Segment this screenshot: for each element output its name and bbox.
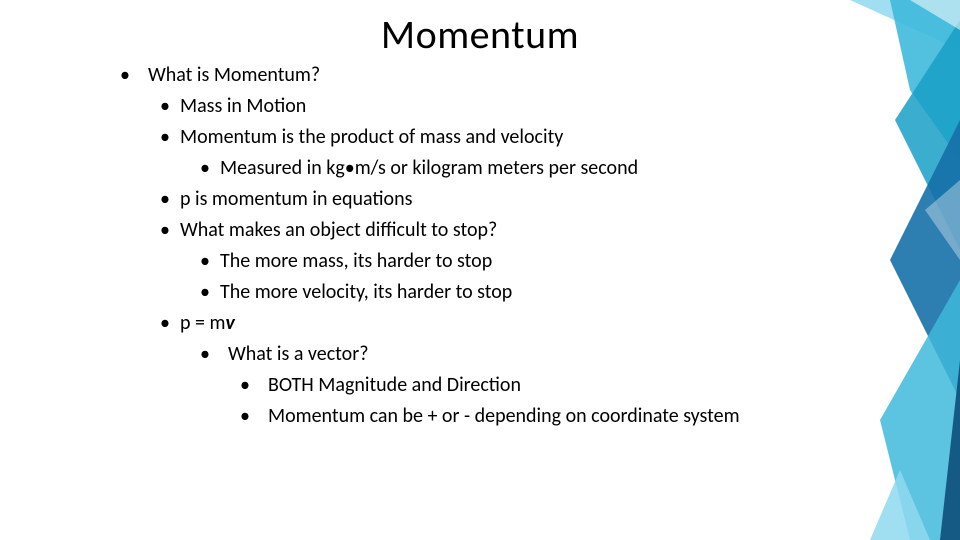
slide-title: Momentum (0, 10, 960, 59)
bullet-marker: • (160, 184, 180, 215)
bullet-level4: • Momentum can be + or - depending on co… (240, 401, 880, 432)
bullet-level2: • p = mv (160, 308, 880, 339)
slide-content: • What is Momentum? • Mass in Motion • M… (120, 60, 880, 432)
bullet-level2: • Mass in Motion (160, 91, 880, 122)
bullet-marker: • (160, 308, 180, 339)
bullet-text: p is momentum in equations (180, 184, 880, 215)
bullet-marker: • (160, 215, 180, 246)
bullet-level3: • What is a vector? (200, 339, 880, 370)
bullet-marker: • (200, 153, 220, 184)
bullet-marker: • (240, 370, 268, 401)
bullet-text: What is a vector? (228, 339, 880, 370)
bullet-text: What is Momentum? (148, 60, 880, 91)
bullet-marker: • (160, 91, 180, 122)
bullet-level2: • What makes an object difficult to stop… (160, 215, 880, 246)
formula-text: p = m (180, 311, 226, 335)
bullet-text: Mass in Motion (180, 91, 880, 122)
bullet-marker: • (200, 339, 228, 370)
bullet-marker: • (240, 401, 268, 432)
bullet-level3: • The more velocity, its harder to stop (200, 277, 880, 308)
bullet-text: Momentum can be + or - depending on coor… (268, 401, 880, 432)
bullet-marker: • (200, 246, 220, 277)
bullet-level3: • Measured in kg•m/s or kilogram meters … (200, 153, 880, 184)
bullet-text: BOTH Magnitude and Direction (268, 370, 880, 401)
bullet-marker: • (160, 122, 180, 153)
bullet-text: What makes an object difficult to stop? (180, 215, 880, 246)
bullet-level2: • p is momentum in equations (160, 184, 880, 215)
bullet-text: p = mv (180, 308, 880, 339)
bullet-level1: • What is Momentum? (120, 60, 880, 91)
bullet-level3: • The more mass, its harder to stop (200, 246, 880, 277)
bullet-level2: • Momentum is the product of mass and ve… (160, 122, 880, 153)
formula-variable: v (225, 311, 234, 335)
bullet-text: Momentum is the product of mass and velo… (180, 122, 880, 153)
bullet-level4: • BOTH Magnitude and Direction (240, 370, 880, 401)
bullet-text: Measured in kg•m/s or kilogram meters pe… (220, 153, 880, 184)
bullet-marker: • (120, 60, 148, 91)
bullet-marker: • (200, 277, 220, 308)
bullet-text: The more mass, its harder to stop (220, 246, 880, 277)
slide: Momentum • What is Momentum? • Mass in M… (0, 0, 960, 540)
bullet-text: The more velocity, its harder to stop (220, 277, 880, 308)
